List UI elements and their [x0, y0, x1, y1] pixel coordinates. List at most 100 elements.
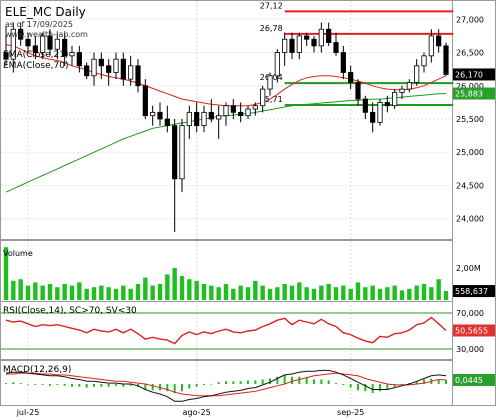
macd-signal-line — [6, 372, 447, 397]
price-axis-panel — [452, 0, 496, 406]
volume-bar — [231, 288, 236, 300]
volume-bar — [392, 285, 397, 300]
macd-histogram-bar — [423, 379, 425, 384]
month-tick-label: sep-25 — [337, 408, 364, 417]
volume-bar — [385, 287, 390, 300]
macd-tag-bg — [453, 373, 495, 386]
macd-histogram-bar — [19, 383, 22, 384]
candle-body — [142, 85, 148, 117]
volume-bar — [194, 280, 199, 300]
macd-histogram-bar — [27, 384, 29, 385]
macd-histogram-bar — [56, 384, 59, 385]
candle-body — [179, 125, 185, 180]
volume-bar — [179, 276, 185, 300]
candle-body — [252, 105, 258, 110]
macd-histogram-bar — [217, 382, 220, 384]
macd-histogram-bar — [93, 384, 95, 387]
volume-bar — [377, 288, 383, 300]
candle-body — [106, 65, 112, 73]
volume-bar — [3, 247, 9, 300]
ema70-label: EMA(Close,70) — [3, 61, 68, 71]
volume-bar — [311, 288, 317, 300]
candle-body — [62, 38, 68, 57]
macd-histogram-bar — [100, 384, 103, 387]
macd-histogram-bar — [71, 384, 73, 387]
volume-bar — [436, 279, 441, 300]
macd-histogram-bar — [41, 384, 44, 385]
candle-body — [172, 125, 178, 180]
rsi-label: RSI(Close,14), SC>70, SV<30 — [3, 306, 137, 316]
volume-bar — [106, 287, 111, 300]
candle-body — [326, 28, 332, 43]
candle-body — [406, 82, 412, 90]
candlesticks — [3, 22, 449, 232]
macd-histogram-bar — [261, 379, 264, 384]
candle-body — [69, 52, 75, 57]
volume-bar — [40, 285, 45, 300]
price-tick-label: 24,500 — [456, 181, 484, 190]
candle-body — [370, 111, 376, 123]
candle-body — [230, 105, 236, 113]
rsi-tick-label: 30,000 — [456, 345, 484, 354]
volume-bar — [238, 285, 243, 300]
rsi-tag-bg — [453, 324, 495, 337]
y-tick-labels: 24,000 24,500 25,000 25,500 26,000 26,500 27,0… — [456, 15, 484, 354]
macd-histogram-bar — [415, 381, 418, 384]
volume-bar — [282, 284, 287, 300]
volume-bar — [209, 285, 214, 300]
volume-tag: 558,637 — [455, 287, 488, 296]
macd-tag: 0,0445 — [455, 376, 483, 385]
macd-histogram-bar — [247, 380, 249, 384]
volume-bar — [355, 282, 361, 300]
candle-body — [113, 58, 119, 73]
chart-date: as of 17/09/2025 — [5, 20, 73, 29]
volume-bar — [429, 287, 434, 300]
candle-body — [201, 111, 207, 127]
level-label: 27,12 — [260, 1, 283, 10]
level-label: 25,71 — [260, 95, 283, 104]
price-tag-bg — [453, 68, 495, 81]
rsi-line — [5, 316, 447, 345]
month-tick-label: jul-25 — [16, 408, 40, 417]
macd-histogram-bar — [49, 384, 51, 386]
candle-body — [25, 38, 31, 47]
candle-body — [54, 38, 60, 50]
macd-histogram-bar — [305, 377, 308, 384]
volume-bar — [421, 284, 427, 300]
macd-histogram-bar — [335, 383, 337, 384]
candle-body — [120, 58, 126, 80]
candle-body — [3, 52, 9, 60]
candle-body — [150, 111, 156, 117]
macd-histogram-bar — [386, 384, 389, 390]
price-tag-bg — [453, 87, 495, 100]
month-tick-label: ago-25 — [183, 408, 211, 417]
volume-bar — [84, 288, 89, 300]
candle-body — [436, 35, 442, 47]
candle-body — [186, 111, 192, 127]
macd-histogram-bar — [151, 384, 154, 391]
macd-line — [5, 369, 447, 402]
volume-bar — [414, 285, 419, 300]
candle-body — [304, 35, 310, 40]
volume-bar — [333, 287, 339, 300]
candle-body — [421, 55, 427, 67]
macd-histogram-bar — [122, 384, 125, 387]
macd-histogram-bar — [276, 376, 279, 384]
volume-bar — [399, 290, 405, 300]
volume-bar — [62, 284, 67, 300]
volume-bar — [135, 284, 141, 300]
volume-bar — [304, 287, 309, 300]
macd-histogram-bar — [298, 376, 301, 384]
macd-histogram-bar — [166, 384, 169, 392]
level-label: 26,78 — [260, 24, 283, 33]
candle-body — [267, 75, 273, 90]
macd-histogram-bar — [327, 380, 330, 384]
volume-bar — [172, 268, 177, 300]
chart-source: www.wealth-lab.com — [5, 30, 88, 39]
macd-histogram-bar — [320, 379, 323, 384]
rsi-tag: 50,5655 — [455, 326, 488, 335]
candle-body — [348, 72, 354, 83]
candle-body — [428, 35, 434, 57]
candle-body — [362, 98, 368, 113]
